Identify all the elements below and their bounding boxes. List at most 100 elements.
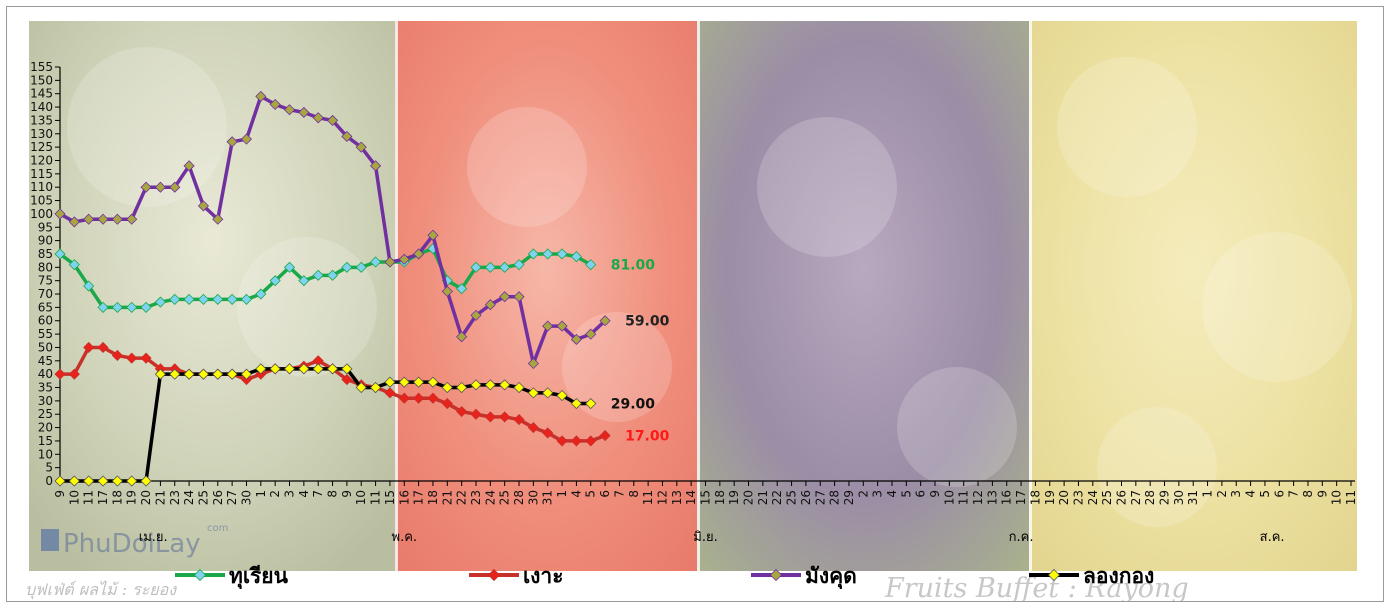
- data-point: [298, 106, 310, 118]
- x-tick-label: 24: [182, 490, 196, 505]
- data-point: [456, 381, 468, 394]
- legend-item-0: ทุเรียน: [175, 564, 289, 590]
- x-tick-label: 1: [254, 490, 268, 498]
- x-tick-label: 18: [426, 490, 440, 505]
- month-labels: เม.ย. พ.ค. มิ.ย. ก.ค. ส.ค.: [139, 530, 1285, 545]
- x-tick-label: 2: [1215, 490, 1229, 498]
- x-tick-label: 16: [1000, 490, 1014, 505]
- data-point: [370, 160, 382, 172]
- x-tick-label: 5: [1258, 490, 1272, 498]
- x-tick-label: 11: [957, 490, 971, 505]
- data-point: [585, 435, 597, 447]
- y-tick-label: 135: [30, 113, 53, 127]
- x-tick-label: 11: [641, 490, 655, 505]
- data-point: [527, 357, 539, 370]
- end-value-labels: 81.00 17.00 59.00 29.00: [611, 258, 670, 445]
- x-tick-label: 25: [498, 490, 512, 505]
- data-point: [126, 213, 138, 225]
- data-point: [470, 309, 482, 321]
- x-tick-label: 9: [1315, 490, 1329, 498]
- end-value-label: 17.00: [625, 429, 670, 445]
- data-point: [326, 114, 339, 126]
- chart-frame: PhuDoiLay com บุฟเฟ่ต์ ผลไม้ : ระยอง Fru…: [6, 6, 1384, 602]
- month-label: มิ.ย.: [693, 530, 717, 545]
- data-point: [83, 213, 95, 225]
- data-point: [226, 293, 238, 305]
- x-tick-label: 21: [153, 490, 167, 505]
- data-point: [341, 130, 353, 143]
- data-point: [269, 98, 281, 110]
- y-tick-label: 0: [45, 474, 53, 488]
- data-point: [97, 475, 109, 487]
- data-point: [226, 368, 238, 380]
- y-tick-label: 50: [38, 340, 53, 354]
- data-point: [54, 368, 66, 380]
- y-tick-label: 120: [30, 153, 53, 167]
- data-point: [484, 411, 496, 423]
- data-point: [484, 261, 496, 273]
- data-point: [255, 363, 267, 375]
- x-tick-label: 10: [67, 490, 81, 505]
- y-tick-label: 30: [38, 394, 53, 408]
- x-tick-label: 16: [397, 490, 411, 505]
- data-point: [140, 352, 152, 364]
- x-tick-label: 17: [412, 490, 426, 505]
- x-tick-label: 10: [1330, 490, 1344, 505]
- legend-label: เงาะ: [523, 564, 564, 588]
- data-point: [585, 259, 597, 271]
- x-tick-label: 6: [598, 490, 612, 498]
- data-point: [140, 475, 152, 487]
- data-point: [384, 256, 396, 268]
- data-point: [570, 435, 582, 447]
- data-point: [68, 475, 80, 487]
- y-tick-label: 125: [30, 140, 53, 154]
- data-point: [384, 387, 396, 399]
- legend-marker: [1047, 568, 1061, 582]
- data-point: [54, 248, 66, 260]
- x-tick-label: 4: [569, 490, 583, 498]
- data-point: [68, 259, 80, 271]
- data-point: [83, 475, 95, 487]
- data-point: [556, 389, 568, 402]
- data-point: [470, 408, 482, 420]
- series-2: [54, 90, 611, 370]
- data-point: [54, 475, 66, 487]
- data-point: [212, 213, 224, 225]
- legend-marker: [487, 568, 501, 582]
- watermark-thai: บุฟเฟ่ต์ ผลไม้ : ระยอง: [25, 580, 177, 600]
- x-tick-label: 4: [1244, 490, 1258, 498]
- x-tick-label: 7: [311, 490, 325, 498]
- data-point: [140, 181, 152, 193]
- data-point: [456, 331, 468, 343]
- y-tick-label: 155: [30, 60, 53, 74]
- data-point: [370, 256, 382, 268]
- y-tick-label: 115: [30, 167, 53, 181]
- data-point: [413, 376, 425, 388]
- data-point: [298, 363, 310, 375]
- month-label: ส.ค.: [1260, 530, 1285, 545]
- data-point: [183, 160, 195, 172]
- x-tick-label: 8: [1301, 490, 1315, 498]
- data-point: [499, 261, 511, 273]
- data-point: [513, 259, 525, 271]
- data-point: [226, 136, 238, 148]
- data-point: [556, 320, 568, 332]
- legend-item-3: ลองกอง: [1029, 564, 1154, 588]
- y-axis-ticks: 0510152025303540455055606570758085909510…: [30, 60, 60, 488]
- legend-label: ทุเรียน: [229, 564, 289, 590]
- data-point: [283, 104, 296, 116]
- x-tick-label: 7: [612, 490, 626, 498]
- legend-marker: [769, 568, 783, 582]
- data-point: [255, 90, 267, 102]
- x-tick-label: 8: [627, 490, 641, 498]
- data-point: [111, 301, 123, 313]
- data-point: [470, 379, 482, 391]
- x-tick-label: 21: [756, 490, 770, 505]
- x-tick-label: 4: [885, 490, 899, 498]
- x-tick-label: 6: [1272, 490, 1286, 498]
- fruit-background: [29, 21, 1357, 571]
- y-tick-label: 105: [30, 194, 53, 208]
- data-point: [97, 213, 109, 225]
- x-tick-label: 15: [383, 490, 397, 505]
- data-point: [441, 381, 453, 394]
